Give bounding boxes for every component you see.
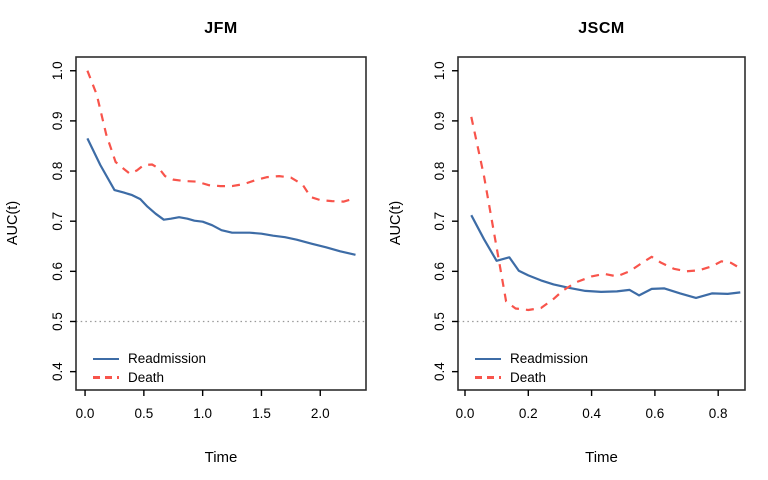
y-tick-label: 0.6 [50, 262, 65, 281]
x-tick-label: 0.2 [519, 406, 538, 421]
y-tick-label: 0.8 [50, 162, 65, 181]
y-axis-label-jfm: AUC(t) [5, 200, 21, 246]
x-tick-label: 0.0 [76, 406, 95, 421]
readmission-line [86, 137, 356, 256]
x-tick-label: 0.6 [646, 406, 665, 421]
legend-row-readmission: Readmission [93, 349, 206, 368]
y-tick-label: 0.6 [432, 262, 447, 281]
plot-box [457, 56, 746, 391]
legend-jfm: Readmission Death [93, 349, 206, 387]
y-tick-label: 1.0 [432, 61, 447, 80]
x-tick-label: 0.5 [134, 406, 153, 421]
y-axis-label-jscm: AUC(t) [388, 200, 404, 246]
legend-label-death: Death [128, 370, 165, 385]
y-tick-label: 0.5 [432, 312, 447, 331]
x-axis-ticks: 0.0 0.2 0.4 0.6 0.8 [456, 390, 728, 421]
x-axis-label-jfm: Time [204, 449, 238, 466]
legend-label-readmission: Readmission [128, 351, 207, 366]
readmission-line-swatch [475, 357, 501, 360]
y-tick-label: 0.4 [432, 362, 447, 381]
legend-label-readmission: Readmission [510, 351, 589, 366]
x-axis-label-jscm: Time [585, 449, 618, 466]
x-tick-label: 1.5 [252, 406, 271, 421]
panel-title-jfm: JFM [204, 20, 238, 37]
x-tick-label: 1.0 [193, 406, 212, 421]
x-axis-ticks: 0.0 0.5 1.0 1.5 2.0 [76, 390, 330, 421]
y-tick-label: 0.5 [50, 312, 65, 331]
readmission-line-swatch [93, 357, 119, 360]
y-axis-ticks: 0.4 0.5 0.6 0.7 0.8 0.9 1.0 [432, 61, 458, 381]
legend-row-death: Death [93, 368, 206, 387]
y-tick-label: 0.9 [432, 112, 447, 131]
x-tick-label: 2.0 [311, 406, 330, 421]
y-tick-label: 0.8 [432, 162, 447, 181]
panel-jfm: 0.0 0.5 1.0 1.5 2.0 0.4 0.5 0.6 0.7 0.8 0.9 1.0 [50, 56, 367, 421]
plot-box [75, 56, 367, 391]
x-tick-label: 0.8 [709, 406, 728, 421]
y-tick-label: 0.7 [50, 212, 65, 231]
panel-jscm: 0.0 0.2 0.4 0.6 0.8 0.4 0.5 0.6 0.7 0.8 0.9 1.0 [432, 56, 746, 421]
x-tick-label: 0.0 [456, 406, 475, 421]
y-tick-label: 0.7 [432, 212, 447, 231]
legend-row-death: Death [475, 368, 588, 387]
legend-label-death: Death [510, 370, 547, 385]
death-line-swatch [93, 376, 119, 379]
x-tick-label: 0.4 [582, 406, 601, 421]
y-tick-label: 0.9 [50, 112, 65, 131]
y-tick-label: 0.4 [50, 362, 65, 381]
panel-title-jscm: JSCM [578, 20, 625, 37]
legend-row-readmission: Readmission [475, 349, 588, 368]
death-line [86, 70, 356, 203]
death-line-swatch [475, 376, 501, 379]
y-axis-ticks: 0.4 0.5 0.6 0.7 0.8 0.9 1.0 [50, 61, 76, 381]
death-line [470, 116, 741, 312]
readmission-line [470, 214, 741, 299]
legend-jscm: Readmission Death [475, 349, 588, 387]
y-tick-label: 1.0 [50, 61, 65, 80]
